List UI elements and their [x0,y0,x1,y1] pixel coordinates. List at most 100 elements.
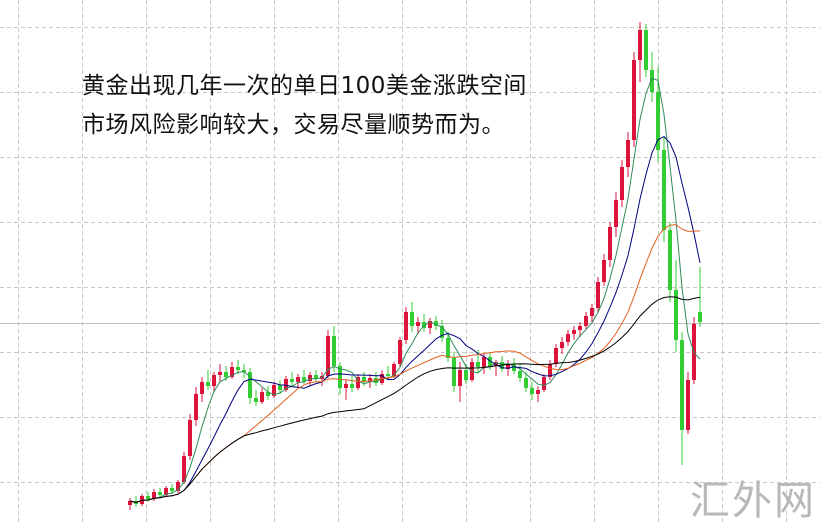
candle-body [212,375,216,386]
candle [230,362,234,379]
candle [632,52,636,147]
candle-body [506,364,510,369]
candle-body [434,321,438,326]
candle [236,360,240,374]
candle-body [146,496,150,499]
candle-body [530,388,534,394]
candle-body [518,371,522,378]
candle [314,370,318,382]
candle-body [620,167,624,200]
candle-body [308,375,312,381]
candle-body [266,392,270,396]
candle-body [332,336,336,366]
candle [344,380,348,400]
annotation-line-1: 黄金出现几年一次的单日100美金涨跌空间 [82,73,527,99]
candle [212,372,216,392]
candle-body [218,372,222,375]
candle [626,132,630,177]
candle [320,372,324,386]
candle-body [662,150,666,230]
candle [254,390,258,406]
candle [272,382,276,398]
candle-body [446,338,450,358]
candle-body [440,326,444,338]
candle-body [542,377,546,390]
candle-body [698,312,702,322]
candle [356,374,360,390]
candle-body [176,482,180,491]
candle [338,362,342,394]
candle-body [674,290,678,340]
candle-body [632,60,636,140]
candle-body [656,92,660,150]
candle [410,302,414,332]
candle-body [572,330,576,334]
candle-body [578,326,582,330]
candle-body [356,377,360,388]
candle [158,488,162,498]
candle-body [272,385,276,396]
candle [350,376,354,392]
candle [296,374,300,388]
ma10-line [129,135,701,504]
candle-body [182,456,186,482]
candle-body [452,358,456,386]
candle [416,317,420,334]
candle [464,364,468,384]
annotation-line-2: 市场风险影响较大，交易尽量顺势而为。 [82,112,505,138]
candle-body [368,378,372,382]
candle [650,52,654,102]
candle [602,254,606,286]
candle [524,372,528,392]
candle-body [404,312,408,340]
candle-body [638,30,642,60]
candle-body [170,488,174,491]
candle [332,326,336,372]
candle-body [362,377,366,382]
candle [674,260,678,352]
candle [542,374,546,392]
candle-body [284,379,288,390]
candle [440,320,444,342]
candle-body [164,488,168,495]
candle-body [374,378,378,383]
candle [458,362,462,402]
candle-body [560,342,564,348]
candle [200,377,204,402]
candle-body [458,370,462,386]
candle [164,486,168,497]
candle-body [200,382,204,394]
candle [242,364,246,378]
candle-body [650,70,654,92]
candle-body [188,420,192,456]
candle [218,364,222,382]
ma20-line [129,224,701,504]
candle [536,386,540,402]
candle-body [350,384,354,388]
candle [662,137,666,242]
candle-body [416,322,420,326]
candle [482,354,486,374]
candle-body [584,316,588,326]
candle-body [512,364,516,371]
candle [698,267,702,327]
candle-body [206,382,210,386]
candle [428,318,432,334]
candle [452,352,456,392]
candle-body [626,140,630,167]
candle-body [614,200,618,227]
candle-body [338,366,342,388]
candle [692,317,696,384]
candle [560,337,564,354]
candle-body [680,340,684,430]
candle [548,360,552,380]
candle-body [596,282,600,308]
candle-body [224,372,228,377]
candle-body [608,227,612,260]
candle [638,22,642,82]
candle [584,312,588,330]
candle [668,222,672,302]
candle [128,498,132,510]
candle-body [398,340,402,364]
candle-body [464,370,468,380]
